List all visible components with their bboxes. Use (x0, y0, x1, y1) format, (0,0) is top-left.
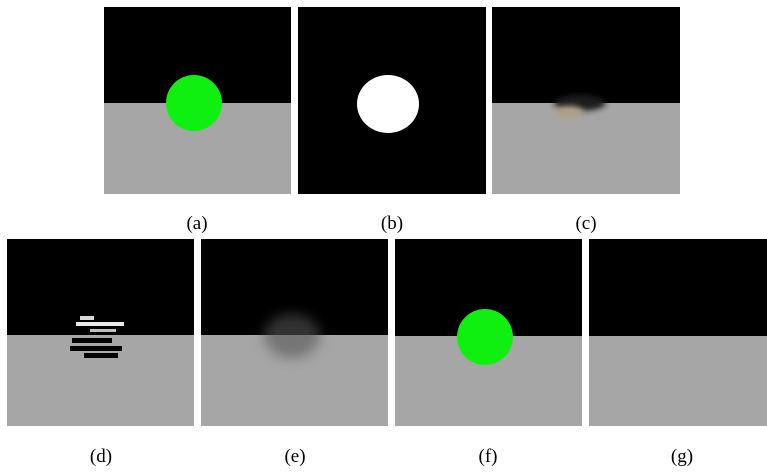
panel-a (104, 7, 291, 194)
panel-f (395, 239, 582, 426)
caption: (a) (186, 213, 207, 234)
figure: (a) (b) (c) (d) (e) (f) (g) (0, 0, 767, 470)
panel-b (298, 7, 486, 194)
panel-g (589, 239, 767, 426)
caption: (f) (479, 446, 498, 467)
caption: (e) (284, 446, 305, 467)
caption: (b) (381, 213, 403, 234)
panel-d (7, 239, 194, 426)
caption: (c) (575, 213, 596, 234)
caption: (g) (671, 446, 693, 467)
page: (a) (b) (c) (d) (e) (f) (g) (() => { con… (0, 0, 767, 470)
panel-e (201, 239, 388, 426)
caption: (d) (90, 446, 112, 467)
panel-c (492, 7, 680, 194)
